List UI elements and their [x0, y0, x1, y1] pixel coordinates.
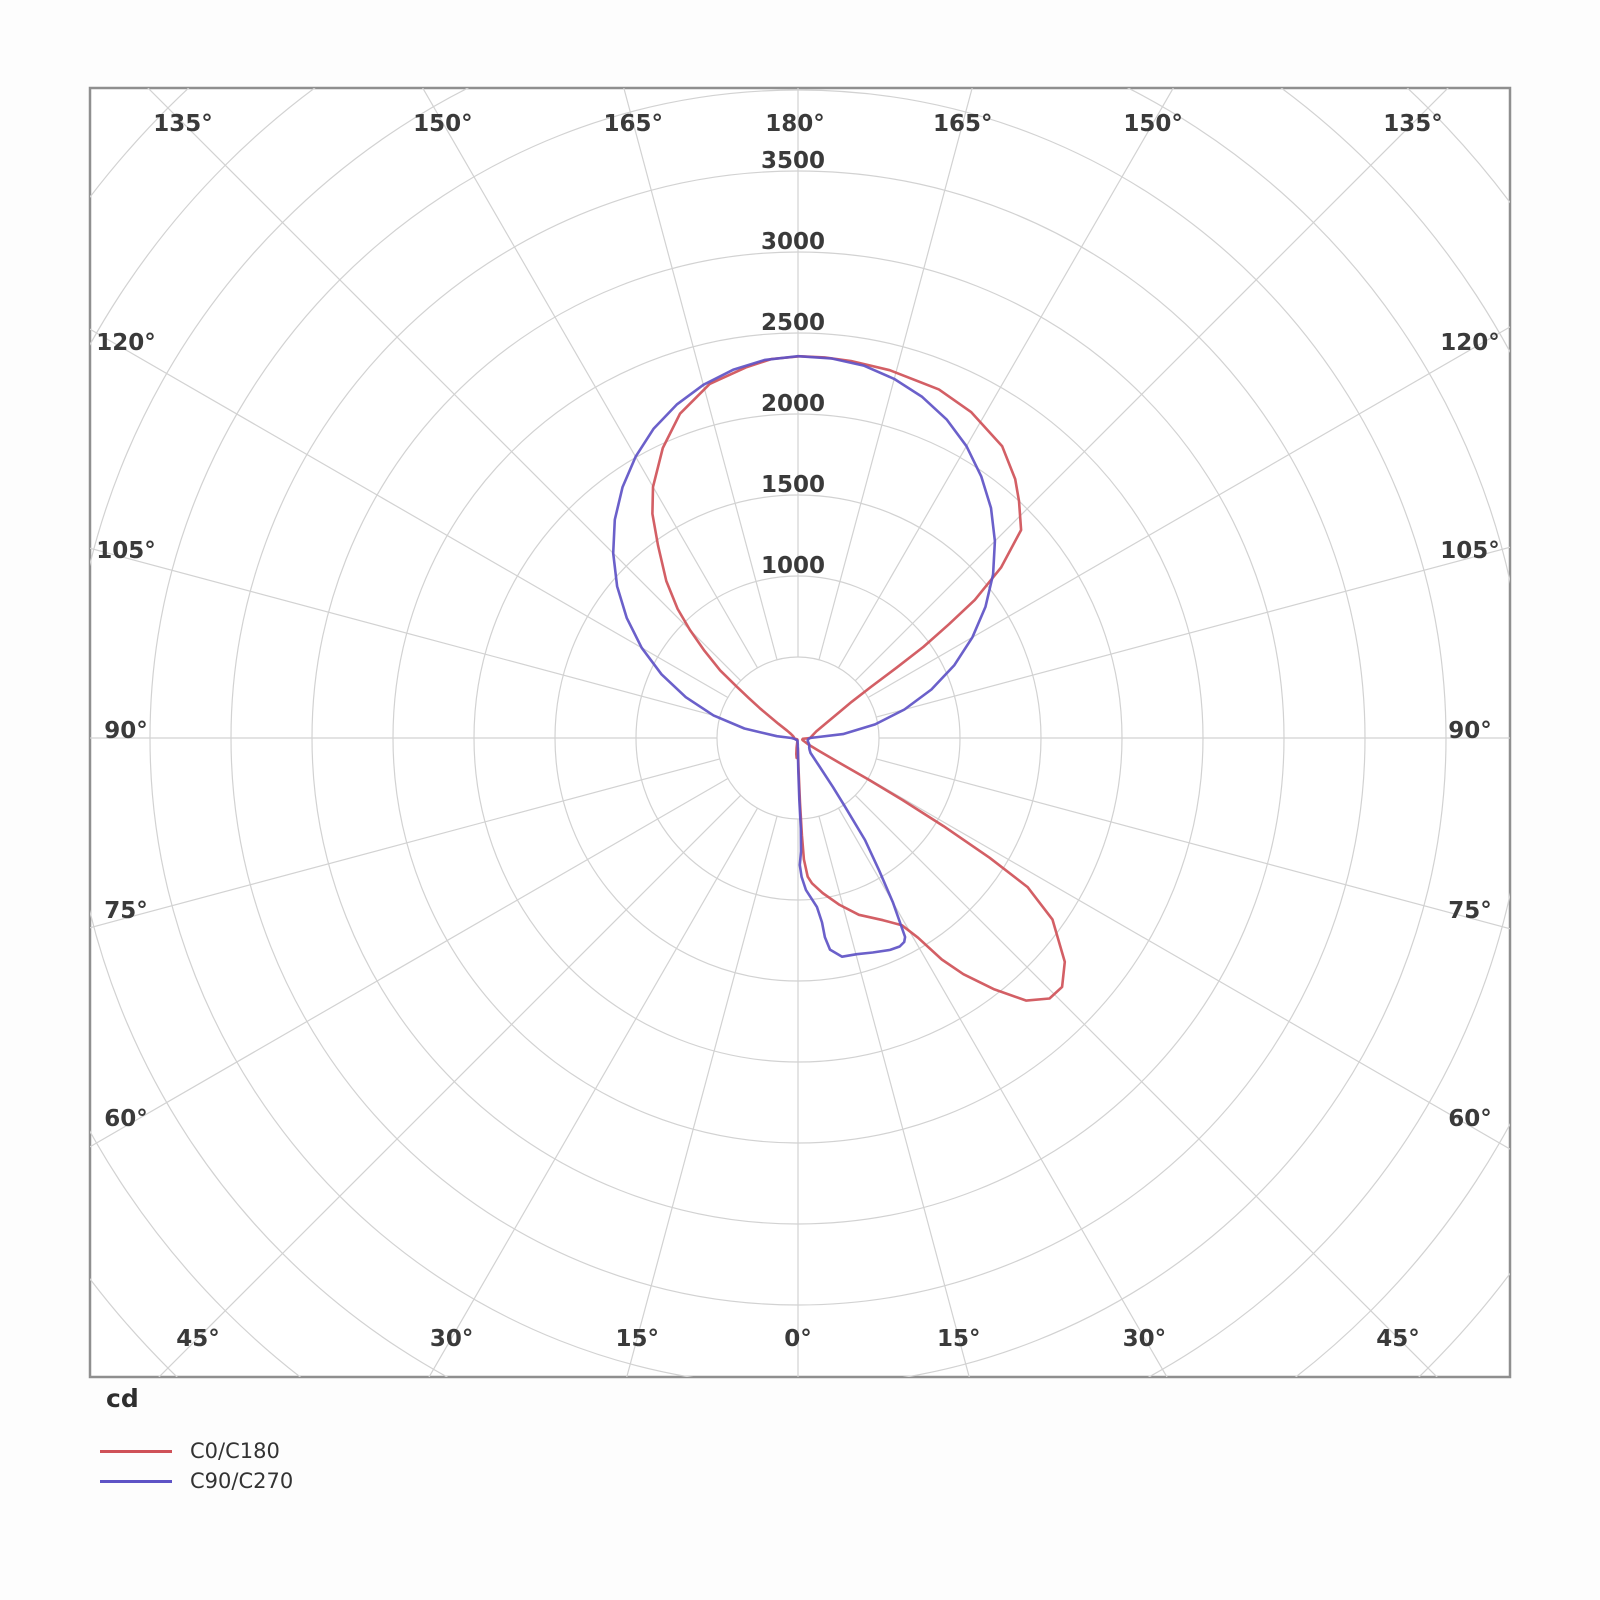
legend-label-c0-c180: C0/C180 [190, 1439, 280, 1463]
radial-tick-label: 2500 [761, 310, 825, 336]
legend-line-c0-c180 [100, 1449, 172, 1453]
angle-tick-label: 150° [413, 111, 473, 137]
angle-tick-label: 180° [765, 111, 825, 137]
angle-tick-label: 90° [104, 718, 148, 744]
angle-tick-label: 150° [1123, 111, 1183, 137]
legend-item-c90-c270: C90/C270 [100, 1466, 293, 1496]
radial-tick-label: 1000 [761, 553, 825, 579]
curve-c90-c270 [611, 354, 997, 958]
radial-tick-label: 3500 [761, 148, 825, 174]
angle-tick-label: 30° [1123, 1326, 1167, 1352]
angle-tick-label: 45° [176, 1326, 220, 1352]
radial-tick-label: 1500 [761, 472, 825, 498]
angle-tick-label: 75° [1448, 898, 1492, 924]
angle-tick-label: 15° [937, 1326, 981, 1352]
angle-tick-label: 0° [784, 1326, 812, 1352]
legend: C0/C180 C90/C270 [100, 1436, 293, 1496]
angle-tick-label: 30° [430, 1326, 474, 1352]
angle-tick-label: 90° [1448, 718, 1492, 744]
angle-tick-label: 60° [1448, 1106, 1492, 1132]
curve-c0-c180 [651, 354, 1067, 1002]
legend-line-c90-c270 [100, 1479, 172, 1483]
angle-tick-label: 75° [104, 898, 148, 924]
legend-label-c90-c270: C90/C270 [190, 1469, 294, 1493]
angle-tick-label: 135° [153, 111, 213, 137]
angle-tick-label: 15° [615, 1326, 659, 1352]
angle-tick-label: 105° [96, 538, 156, 564]
angle-tick-label: 105° [1440, 538, 1500, 564]
radial-tick-label: 3000 [761, 229, 825, 255]
angle-tick-label: 45° [1376, 1326, 1420, 1352]
angle-tick-label: 165° [933, 111, 993, 137]
plot-border [88, 86, 1512, 1379]
radial-tick-label: 2000 [761, 391, 825, 417]
angle-tick-label: 135° [1383, 111, 1443, 137]
unit-label: cd [106, 1384, 139, 1413]
angle-tick-label: 120° [1440, 330, 1500, 356]
angle-tick-label: 60° [104, 1106, 148, 1132]
legend-item-c0-c180: C0/C180 [100, 1436, 293, 1466]
angle-tick-label: 120° [96, 330, 156, 356]
angle-tick-label: 165° [603, 111, 663, 137]
